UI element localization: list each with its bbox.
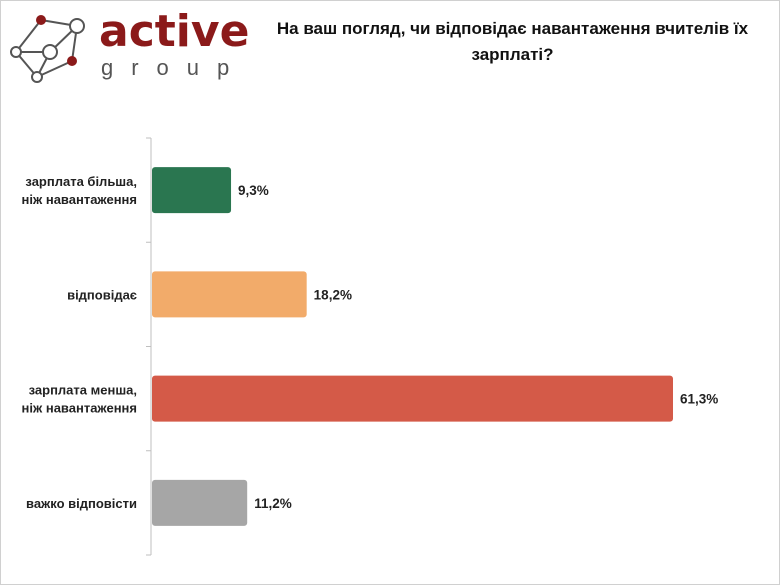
category-label: важко відповісти — [26, 496, 137, 511]
bar — [152, 375, 673, 422]
category-label: відповідає — [67, 287, 137, 302]
data-label: 61,3% — [680, 392, 718, 407]
bar — [152, 479, 248, 526]
bar — [152, 271, 307, 318]
category-label: ніж навантаження — [22, 401, 137, 416]
data-label: 11,2% — [254, 496, 292, 511]
data-label: 18,2% — [314, 287, 352, 302]
category-label: зарплата менша, — [29, 383, 137, 398]
logo-subtitle: group — [101, 55, 248, 80]
bar — [152, 167, 232, 214]
data-label: 9,3% — [238, 183, 269, 198]
category-label: зарплата більша, — [25, 174, 137, 189]
chart-title: На ваш погляд, чи відповідає навантаженн… — [276, 19, 749, 64]
category-label: ніж навантаження — [22, 192, 137, 207]
logo-network-icon — [10, 15, 85, 83]
logo-name: active — [99, 6, 250, 57]
